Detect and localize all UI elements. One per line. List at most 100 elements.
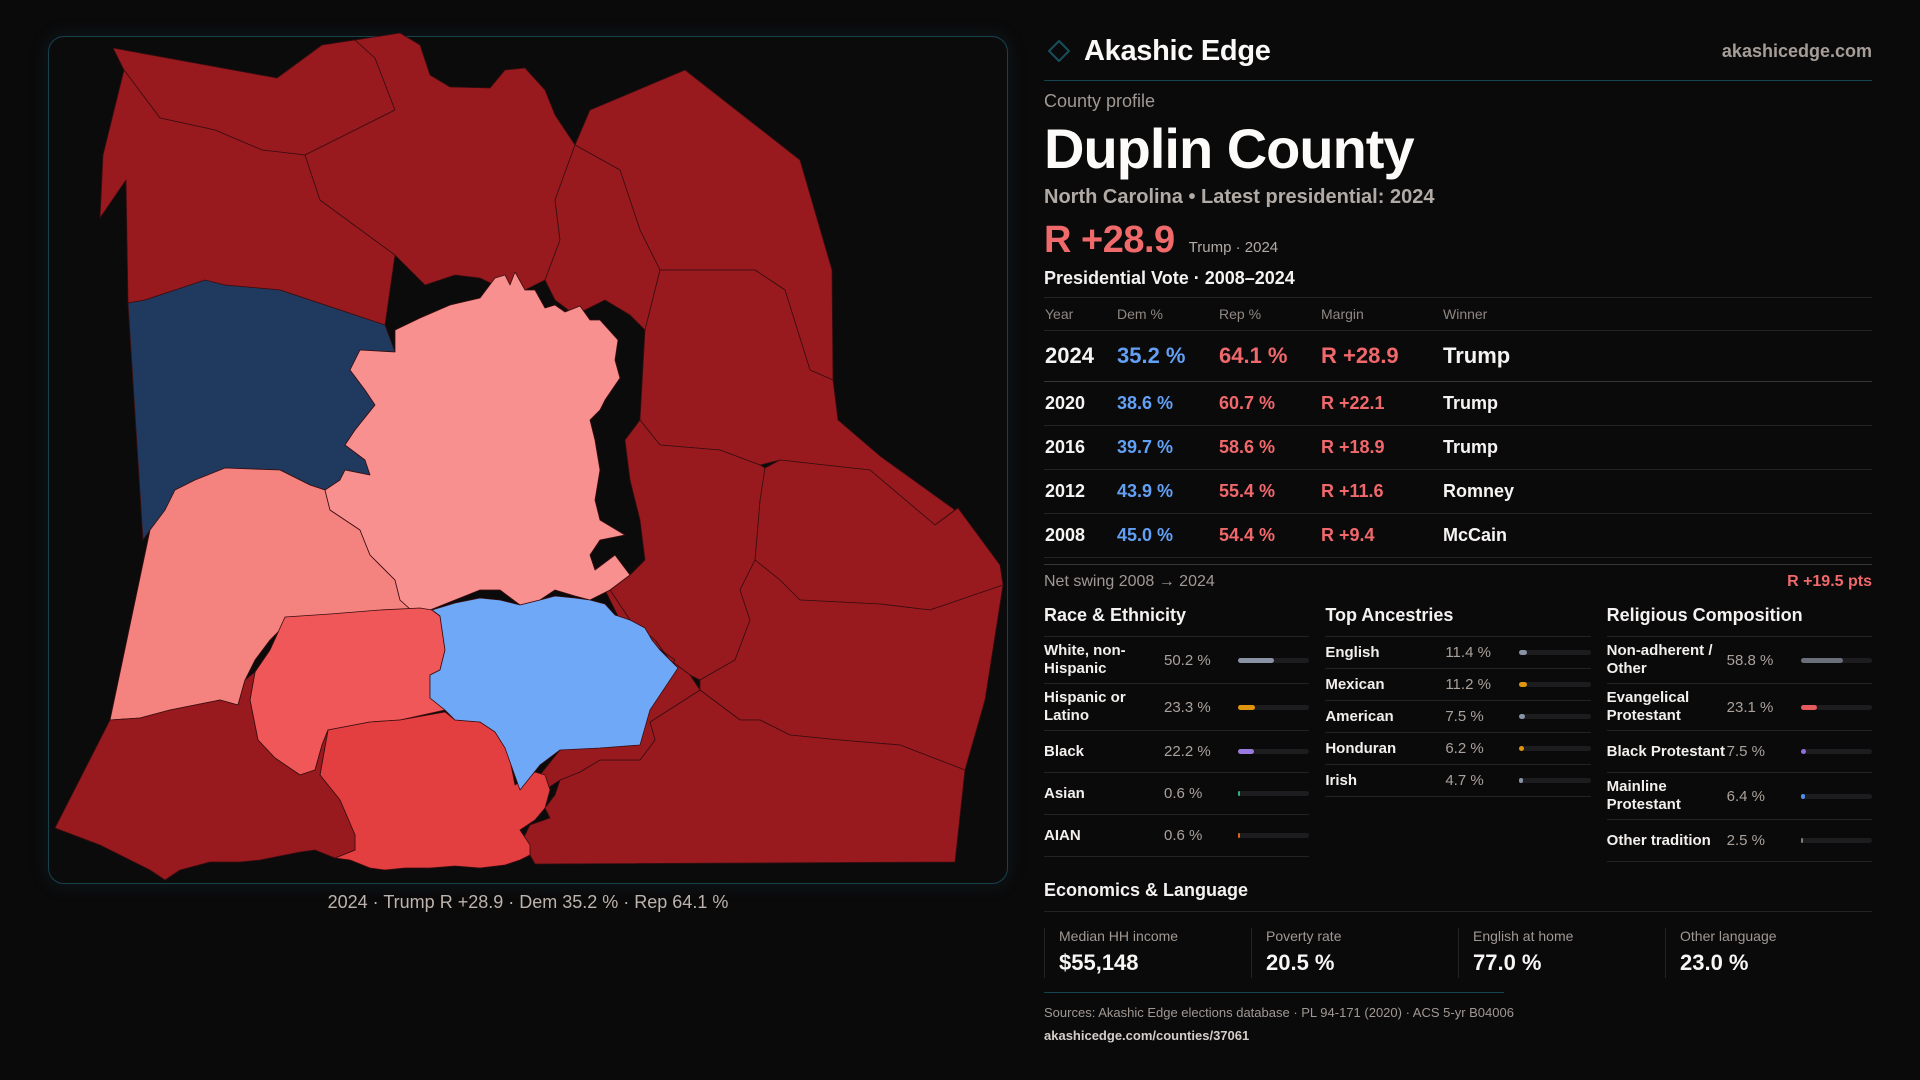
race-bar-track	[1238, 657, 1310, 663]
race-bar-track	[1238, 833, 1310, 838]
col-dem: Dem %	[1116, 297, 1218, 331]
ancestry-row: Irish 4.7 %	[1325, 765, 1591, 797]
header-divider	[1044, 80, 1872, 81]
cell-rep: 64.1 %	[1218, 330, 1320, 382]
race-value: 22.2 %	[1164, 743, 1211, 760]
stat-english-home: English at home 77.0 %	[1458, 928, 1665, 978]
stat-label: Poverty rate	[1266, 928, 1342, 944]
ancestry-bar-track	[1519, 714, 1591, 719]
ancestry-bar-fill	[1519, 778, 1523, 783]
religion-bar-track	[1800, 749, 1872, 754]
race-value: 50.2 %	[1164, 651, 1211, 669]
ancestry-bar-fill	[1519, 746, 1524, 751]
religion-label: Other tradition	[1606, 831, 1711, 849]
ancestry-title: Top Ancestries	[1325, 605, 1591, 637]
precinct-central[interactable]	[324, 271, 631, 619]
cell-year: 2020	[1044, 381, 1116, 426]
stat-median-income: Median HH income $55,148	[1044, 928, 1251, 978]
cell-rep: 58.6 %	[1218, 425, 1320, 470]
cell-margin: R +9.4	[1320, 513, 1442, 558]
ancestry-bar-fill	[1519, 714, 1525, 719]
stat-value: 20.5 %	[1266, 950, 1335, 975]
net-swing: Net swing 2008 → 2024 R +19.5 pts	[1044, 564, 1872, 591]
ancestry-value: 11.4 %	[1445, 644, 1491, 661]
col-year: Year	[1044, 297, 1116, 331]
map-caption: 2024 · Trump R +28.9 · Dem 35.2 % · Rep …	[327, 892, 729, 912]
religion-bar-fill	[1800, 749, 1806, 754]
precinct-far-east[interactable]	[754, 459, 1004, 611]
ancestry-row: Honduran 6.2 %	[1325, 733, 1591, 765]
race-bar-track	[1238, 791, 1310, 796]
stat-label: Median HH income	[1059, 928, 1179, 944]
ancestry-value: 6.2 %	[1445, 740, 1484, 757]
race-row: AIAN 0.6 %	[1044, 815, 1310, 857]
religion-bar-fill	[1800, 793, 1806, 799]
race-value: 0.6 %	[1164, 827, 1203, 844]
religion-bar-track	[1800, 838, 1872, 843]
cell-margin: R +28.9	[1320, 330, 1442, 382]
demographics: Race & Ethnicity White, non-Hispanic 50.2…	[1044, 605, 1872, 862]
stat-value: 23.0 %	[1680, 950, 1749, 975]
race-bar-track	[1238, 749, 1310, 754]
col-winner: Winner	[1442, 297, 1872, 331]
vote-section-title: Presidential Vote · 2008–2024	[1044, 268, 1295, 288]
religion-label: Evangelical Protestant	[1606, 689, 1690, 724]
race-bar-fill	[1238, 657, 1274, 663]
race-value: 23.3 %	[1164, 698, 1211, 716]
ancestry-bar-track	[1519, 682, 1591, 687]
footer-divider	[1044, 992, 1504, 993]
race-label: Hispanic or Latino	[1044, 689, 1126, 724]
race-row: White, non-Hispanic 50.2 %	[1044, 637, 1310, 684]
table-row: 2008 45.0 % 54.4 % R +9.4 McCain	[1044, 513, 1872, 558]
religion-value: 6.4 %	[1726, 787, 1766, 805]
race-label: Black	[1044, 742, 1085, 760]
ancestry-value: 11.2 %	[1445, 676, 1491, 693]
ancestry-label: American	[1325, 707, 1394, 725]
cell-dem: 38.6 %	[1116, 381, 1218, 426]
ancestry-bar-track	[1519, 778, 1591, 783]
stat-label: English at home	[1473, 928, 1574, 944]
net-swing-label: Net swing 2008 → 2024	[1044, 573, 1215, 590]
site-link[interactable]: akashicedge.com	[1721, 40, 1872, 61]
ancestry-label: Honduran	[1325, 739, 1397, 757]
religion-row: Non-adherent / Other 58.8 %	[1606, 637, 1872, 684]
page-title: Duplin County	[1044, 117, 1415, 180]
eyebrow-label: County profile	[1044, 91, 1156, 111]
religion-row: Mainline Protestant 6.4 %	[1606, 773, 1872, 820]
race-label: White, non-Hispanic	[1044, 642, 1126, 677]
cell-dem: 35.2 %	[1116, 330, 1218, 382]
ancestry-section: Top Ancestries English 11.4 % Mexican 11.2 …	[1325, 605, 1591, 862]
cell-rep: 60.7 %	[1218, 381, 1320, 426]
ancestry-row: English 11.4 %	[1325, 637, 1591, 669]
headline-note: Trump · 2024	[1188, 239, 1279, 256]
cell-dem: 43.9 %	[1116, 469, 1218, 514]
economics-section: Economics & Language Median HH income $5…	[1044, 880, 1872, 1043]
cell-winner: Trump	[1442, 330, 1872, 382]
stat-value: 77.0 %	[1473, 950, 1542, 975]
precinct-lean-d[interactable]	[429, 595, 679, 791]
race-label: Asian	[1044, 784, 1085, 802]
religion-bar-track	[1800, 793, 1872, 799]
religion-label: Mainline Protestant	[1606, 778, 1681, 813]
stat-label: Other language	[1680, 928, 1777, 944]
precinct-sw[interactable]	[54, 671, 356, 881]
precinct-e-middle[interactable]	[609, 419, 766, 681]
ancestry-label: English	[1325, 643, 1380, 661]
ancestry-bar-track	[1519, 650, 1591, 655]
page-url-link[interactable]: akashicedge.com/counties/37061	[1044, 1028, 1250, 1043]
cell-winner: Romney	[1442, 469, 1872, 514]
cell-rep: 55.4 %	[1218, 469, 1320, 514]
race-bar-fill	[1238, 749, 1254, 754]
headline-margin: R +28.9	[1044, 219, 1175, 261]
net-swing-value: R +19.5 pts	[1787, 573, 1872, 590]
race-title: Race & Ethnicity	[1044, 605, 1310, 637]
race-bar-track	[1238, 704, 1310, 710]
precinct-ne-center[interactable]	[544, 144, 661, 331]
sources-note: Sources: Akashic Edge elections database…	[1044, 1005, 1514, 1020]
table-row: 2016 39.7 % 58.6 % R +18.9 Trump	[1044, 425, 1872, 470]
county-map[interactable]	[0, 0, 1020, 900]
economics-stats: Median HH income $55,148 Poverty rate 20…	[1044, 928, 1872, 978]
religion-row: Evangelical Protestant 23.1 %	[1606, 684, 1872, 731]
religion-section: Religious Composition Non-adherent / Oth…	[1606, 605, 1872, 862]
religion-label: Black Protestant	[1606, 742, 1726, 760]
